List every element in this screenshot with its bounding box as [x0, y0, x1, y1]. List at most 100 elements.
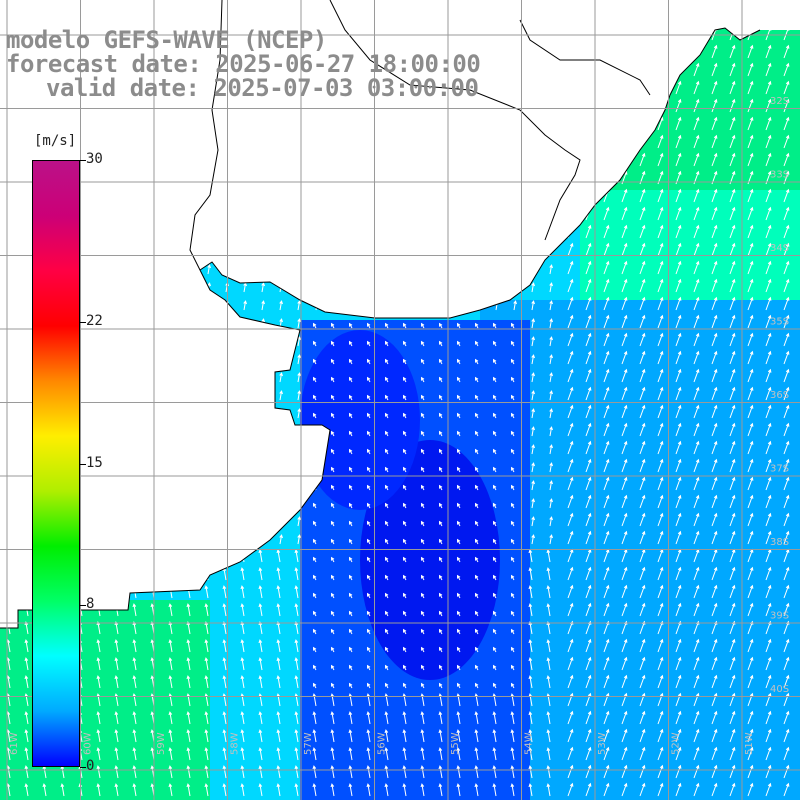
wind-arrow: [348, 538, 353, 545]
wind-arrow: [492, 574, 497, 581]
wind-arrow: [549, 390, 553, 401]
wind-arrow: [657, 638, 664, 653]
wind-arrow: [603, 440, 610, 455]
wind-arrow: [657, 260, 664, 275]
wind-arrow: [441, 192, 445, 203]
wind-arrow: [402, 520, 407, 527]
wind-arrow: [297, 390, 301, 401]
wind-arrow: [222, 675, 227, 689]
wind-arrow: [207, 534, 211, 545]
wind-arrow: [204, 675, 209, 689]
wind-arrow: [621, 422, 628, 437]
wind-arrow: [132, 765, 137, 779]
wind-arrow: [351, 120, 355, 131]
wind-arrow: [189, 138, 193, 149]
wind-arrow: [729, 62, 736, 77]
wind-arrow: [27, 300, 31, 311]
wind-arrow: [351, 246, 355, 257]
wind-arrow: [405, 300, 409, 311]
wind-arrow: [189, 516, 193, 527]
wind-arrow: [711, 638, 718, 653]
wind-arrow: [585, 28, 592, 41]
wind-arrow: [99, 282, 103, 293]
wind-arrow: [546, 567, 551, 581]
wind-arrow: [9, 372, 13, 383]
wind-arrow: [783, 746, 790, 761]
wind-arrow: [99, 534, 103, 545]
wind-arrow: [747, 278, 754, 293]
wind-arrow: [513, 282, 517, 293]
wind-arrow: [243, 480, 247, 491]
wind-arrow: [258, 711, 263, 725]
wind-arrow: [585, 314, 592, 329]
wind-arrow: [204, 621, 209, 635]
wind-arrow: [348, 664, 353, 671]
wind-arrow: [315, 174, 319, 185]
wind-arrow: [333, 102, 337, 113]
lon-label: 52W: [671, 732, 682, 755]
wind-arrow: [441, 138, 445, 149]
wind-arrow: [240, 783, 245, 797]
wind-arrow: [492, 646, 497, 653]
wind-arrow: [420, 574, 425, 581]
wind-arrow: [333, 210, 337, 221]
wind-arrow: [117, 534, 121, 545]
wind-arrow: [186, 747, 191, 761]
wind-arrow: [297, 210, 301, 221]
wind-arrow: [402, 394, 407, 401]
lon-label: 61W: [9, 732, 20, 755]
wind-arrow: [621, 332, 628, 347]
wind-arrow: [96, 585, 101, 599]
wind-arrow: [531, 372, 535, 383]
wind-arrow: [243, 156, 247, 167]
wind-arrow: [783, 476, 790, 491]
wind-arrow: [366, 711, 371, 725]
wind-arrow: [96, 711, 101, 725]
wind-arrow: [621, 476, 628, 491]
wind-arrow: [348, 322, 353, 329]
wind-arrow: [438, 628, 443, 635]
wind-arrow: [441, 102, 445, 113]
wind-arrow: [96, 657, 101, 671]
wind-arrow: [9, 174, 13, 185]
wind-arrow: [492, 394, 497, 401]
wind-arrow: [783, 638, 790, 653]
lat-label: 34S: [770, 243, 789, 254]
wind-arrow: [729, 692, 736, 707]
wind-arrow: [549, 480, 553, 491]
wind-arrow: [459, 192, 463, 203]
wind-arrow: [297, 426, 301, 437]
wind-arrow: [495, 210, 499, 221]
wind-arrow: [456, 664, 461, 671]
wind-arrow: [81, 228, 85, 239]
wind-arrow: [585, 62, 592, 77]
wind-arrow: [189, 192, 193, 203]
wind-arrow: [9, 480, 13, 491]
wind-arrow: [312, 448, 317, 455]
wind-arrow: [168, 603, 173, 617]
wind-arrow: [9, 156, 13, 167]
wind-arrow: [693, 368, 700, 383]
wind-arrow: [240, 621, 245, 635]
wind-arrow: [420, 747, 425, 761]
wind-arrow: [366, 484, 371, 491]
wind-arrow: [747, 386, 754, 401]
wind-arrow: [186, 729, 191, 743]
wind-arrow: [348, 783, 353, 797]
wind-arrow: [603, 332, 610, 347]
wind-arrow: [279, 390, 283, 401]
wind-arrow: [747, 656, 754, 671]
wind-arrow: [81, 480, 85, 491]
wind-arrow: [348, 502, 353, 509]
wind-arrow: [456, 729, 461, 743]
wind-arrow: [639, 188, 646, 203]
wind-arrow: [279, 372, 283, 383]
wind-arrow: [693, 314, 700, 329]
wind-arrow: [96, 639, 101, 653]
wind-arrow: [657, 764, 664, 779]
wind-arrow: [258, 549, 263, 563]
wind-arrow: [384, 322, 389, 329]
wind-arrow: [24, 585, 29, 599]
wind-arrow: [387, 156, 391, 167]
wind-arrow: [330, 664, 335, 671]
